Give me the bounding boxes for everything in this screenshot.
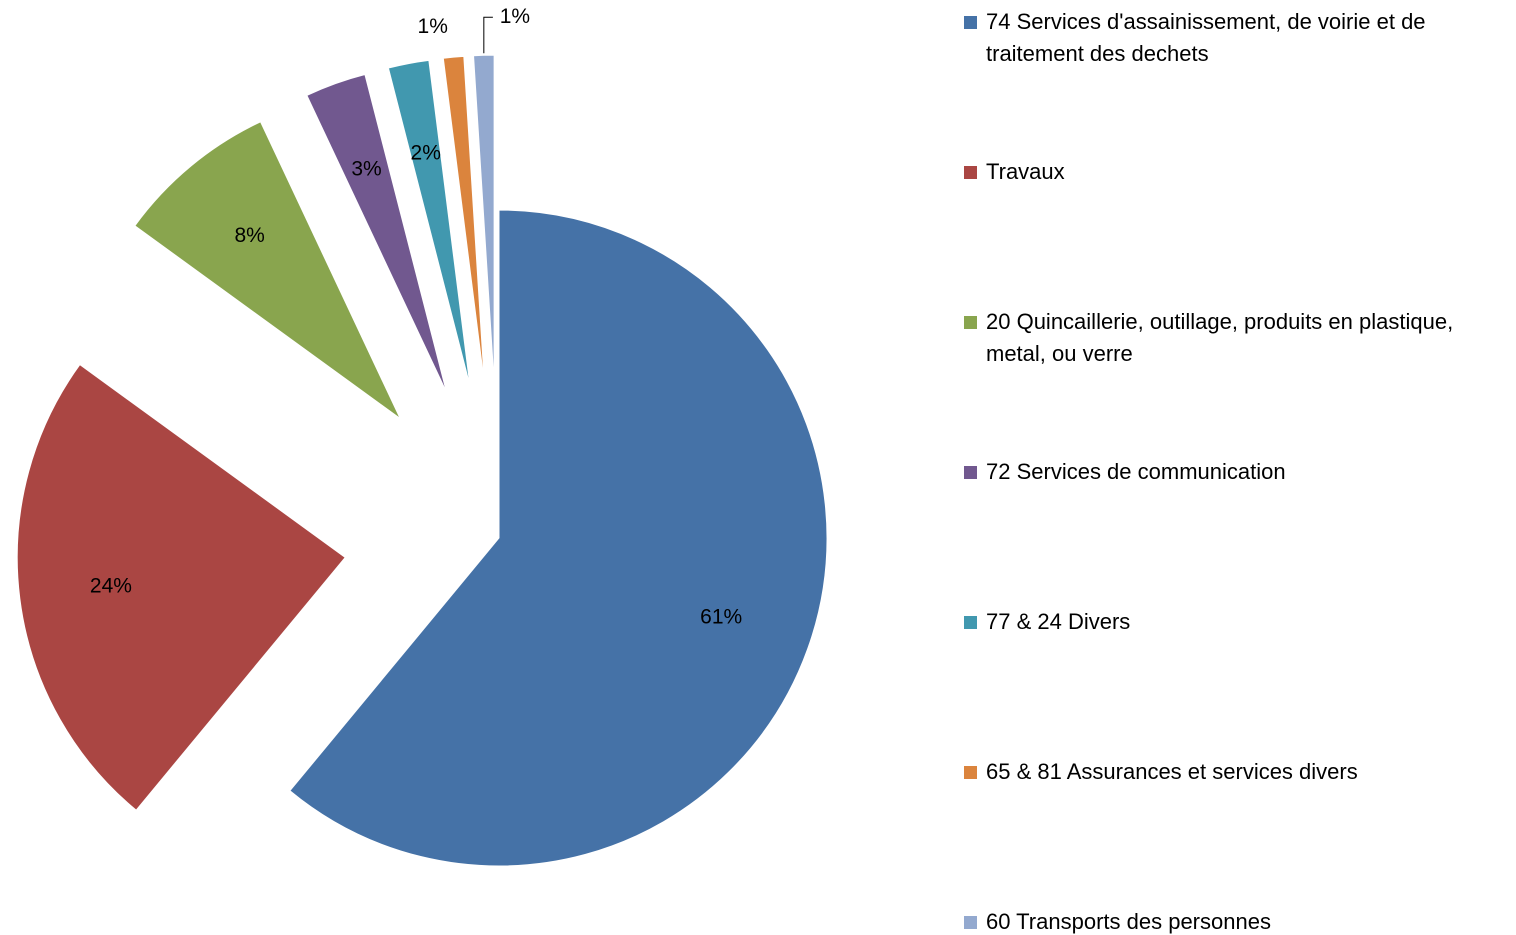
legend-swatch (964, 916, 977, 929)
pie-slice (16, 363, 346, 811)
legend-entry: 20 Quincaillerie, outillage, produits en… (964, 306, 1512, 370)
pie-slice (306, 73, 447, 393)
pie-slice (442, 55, 485, 384)
legend-swatch (964, 616, 977, 629)
legend-entry: Travaux (964, 156, 1512, 188)
legend-entry: 65 & 81 Assurances et services divers (964, 756, 1512, 788)
data-label: 24% (90, 575, 132, 598)
legend-label: Travaux (986, 159, 1065, 184)
data-label: 8% (234, 224, 264, 247)
legend-swatch (964, 466, 977, 479)
pie-area: 61% 24% 8% 3% 2% 1% 1% (16, 5, 828, 867)
data-label: 3% (351, 158, 381, 181)
data-label: 1% (500, 5, 530, 28)
data-label: 2% (411, 141, 441, 164)
pie-slice (134, 121, 401, 419)
pie-slice (473, 54, 495, 384)
legend-label: 60 Transports des personnes (986, 909, 1271, 934)
legend-swatch (964, 766, 977, 779)
pie-slice (289, 209, 828, 867)
legend-label: 72 Services de communication (986, 459, 1286, 484)
legend-entry: 72 Services de communication (964, 456, 1512, 488)
data-label: 61% (700, 606, 742, 629)
legend-entry: 60 Transports des personnes (964, 906, 1512, 935)
legend-label: 74 Services d'assainissement, de voirie … (986, 9, 1426, 66)
legend-swatch (964, 316, 977, 329)
legend-swatch (964, 16, 977, 29)
legend-label: 20 Quincaillerie, outillage, produits en… (986, 309, 1454, 366)
pie-slice (387, 59, 471, 386)
legend-entry: 77 & 24 Divers (964, 606, 1512, 638)
legend-swatch (964, 166, 977, 179)
data-label: 1% (418, 15, 448, 38)
legend-entry: 74 Services d'assainissement, de voirie … (964, 6, 1512, 70)
legend-label: 77 & 24 Divers (986, 609, 1131, 634)
legend-label: 65 & 81 Assurances et services divers (986, 759, 1358, 784)
leader-line (483, 16, 493, 54)
